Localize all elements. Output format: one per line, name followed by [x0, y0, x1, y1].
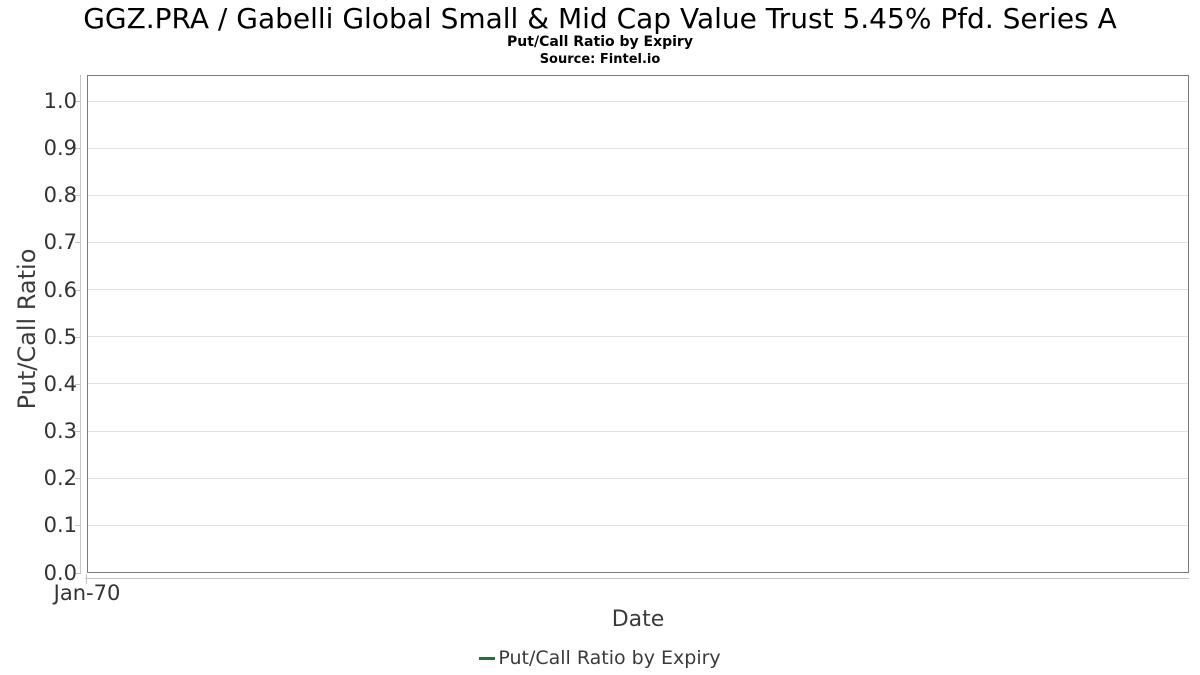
y-tick-label-1.0: 1.0 — [43, 89, 77, 113]
y-gridline-0.5 — [88, 336, 1188, 337]
legend-label: Put/Call Ratio by Expiry — [498, 647, 721, 669]
y-tick-label-0.0: 0.0 — [43, 561, 77, 585]
y-tick-0.9 — [75, 148, 81, 149]
chart-title: GGZ.PRA / Gabelli Global Small & Mid Cap… — [83, 2, 1117, 35]
y-gridline-0.6 — [88, 289, 1188, 290]
y-tick-label-0.9: 0.9 — [43, 136, 77, 160]
legend-line-icon — [479, 656, 496, 660]
plot-area — [87, 75, 1189, 573]
x-axis-line — [85, 578, 1189, 579]
y-axis-line — [80, 75, 81, 573]
y-tick-label-0.6: 0.6 — [43, 278, 77, 302]
y-tick-0.2 — [75, 478, 81, 479]
y-tick-label-0.8: 0.8 — [43, 183, 77, 207]
y-tick-label-0.7: 0.7 — [43, 230, 77, 254]
y-tick-label-0.2: 0.2 — [43, 466, 77, 490]
y-tick-0.8 — [75, 195, 81, 196]
y-gridline-0.4 — [88, 383, 1188, 384]
legend: Put/Call Ratio by Expiry — [0, 645, 1200, 671]
chart-source: Source: Fintel.io — [539, 52, 661, 67]
y-tick-label-0.3: 0.3 — [43, 419, 77, 443]
y-gridline-1.0 — [88, 101, 1188, 102]
y-tick-0.6 — [75, 290, 81, 291]
y-tick-label-0.5: 0.5 — [43, 325, 77, 349]
x-tick-label-Jan-70: Jan-70 — [53, 581, 121, 605]
y-gridline-0.7 — [88, 242, 1188, 243]
legend-item-put-call-ratio[interactable]: Put/Call Ratio by Expiry — [479, 647, 721, 669]
x-tick-Jan-70 — [86, 574, 87, 584]
y-gridline-0.3 — [88, 431, 1188, 432]
y-tick-0.7 — [75, 242, 81, 243]
chart-subtitle: Put/Call Ratio by Expiry — [507, 34, 693, 50]
y-tick-0.5 — [75, 337, 81, 338]
y-gridline-0.1 — [88, 525, 1188, 526]
y-tick-0.1 — [75, 525, 81, 526]
y-tick-1.0 — [75, 101, 81, 102]
y-gridline-0.2 — [88, 478, 1188, 479]
y-tick-0.3 — [75, 431, 81, 432]
y-tick-label-0.4: 0.4 — [43, 372, 77, 396]
x-axis-title: Date — [611, 607, 665, 632]
y-tick-0.4 — [75, 384, 81, 385]
y-tick-0.0 — [75, 573, 81, 574]
y-gridline-0.8 — [88, 195, 1188, 196]
y-tick-label-0.1: 0.1 — [43, 513, 77, 537]
y-gridline-0.9 — [88, 148, 1188, 149]
